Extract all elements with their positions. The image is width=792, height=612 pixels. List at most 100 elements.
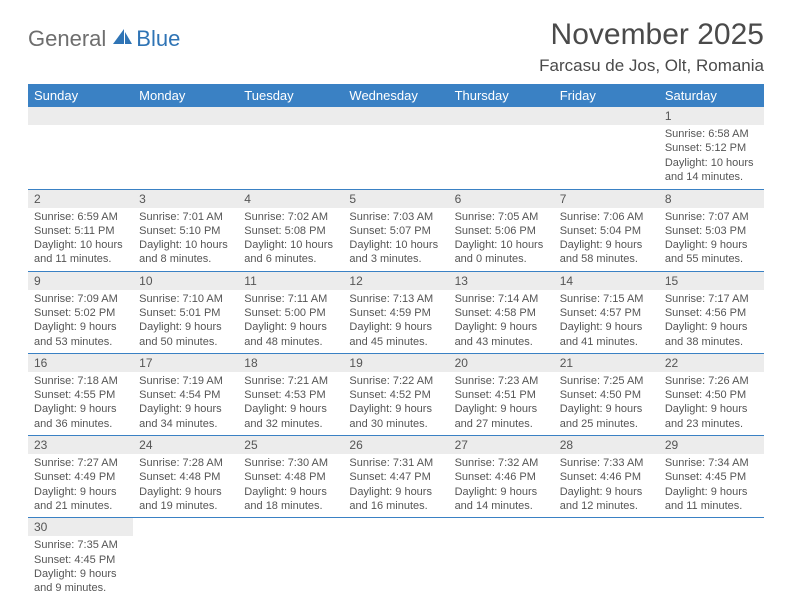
day-details: Sunrise: 7:35 AMSunset: 4:45 PMDaylight:… (28, 536, 133, 599)
day-cell: 19Sunrise: 7:22 AMSunset: 4:52 PMDayligh… (343, 353, 448, 435)
sunset-line: Sunset: 5:06 PM (455, 224, 548, 238)
sunset-line: Sunset: 5:02 PM (34, 306, 127, 320)
header: General Blue November 2025 Farcasu de Jo… (28, 18, 764, 76)
day-cell: 2Sunrise: 6:59 AMSunset: 5:11 PMDaylight… (28, 189, 133, 271)
month-title: November 2025 (539, 18, 764, 52)
sunset-line: Sunset: 5:12 PM (665, 141, 758, 155)
sunset-line: Sunset: 4:47 PM (349, 470, 442, 484)
empty-cell (449, 518, 554, 600)
blank-strip (238, 107, 343, 125)
day-cell: 14Sunrise: 7:15 AMSunset: 4:57 PMDayligh… (554, 271, 659, 353)
sunrise-line: Sunrise: 7:32 AM (455, 456, 548, 470)
sunrise-line: Sunrise: 7:01 AM (139, 210, 232, 224)
day-cell: 21Sunrise: 7:25 AMSunset: 4:50 PMDayligh… (554, 353, 659, 435)
sunrise-line: Sunrise: 7:34 AM (665, 456, 758, 470)
sunrise-line: Sunrise: 7:33 AM (560, 456, 653, 470)
title-block: November 2025 Farcasu de Jos, Olt, Roman… (539, 18, 764, 76)
sunset-line: Sunset: 4:53 PM (244, 388, 337, 402)
day-details: Sunrise: 7:07 AMSunset: 5:03 PMDaylight:… (659, 208, 764, 271)
daylight-line: Daylight: 9 hours and 25 minutes. (560, 402, 653, 431)
sunset-line: Sunset: 5:00 PM (244, 306, 337, 320)
empty-cell (238, 518, 343, 600)
daylight-line: Daylight: 10 hours and 0 minutes. (455, 238, 548, 267)
day-number: 8 (659, 190, 764, 208)
daylight-line: Daylight: 9 hours and 18 minutes. (244, 485, 337, 514)
daylight-line: Daylight: 9 hours and 23 minutes. (665, 402, 758, 431)
logo-sail-icon (110, 27, 134, 52)
day-number: 22 (659, 354, 764, 372)
day-details: Sunrise: 7:26 AMSunset: 4:50 PMDaylight:… (659, 372, 764, 435)
day-number: 16 (28, 354, 133, 372)
sunset-line: Sunset: 5:04 PM (560, 224, 653, 238)
sunset-line: Sunset: 4:48 PM (139, 470, 232, 484)
daylight-line: Daylight: 9 hours and 11 minutes. (665, 485, 758, 514)
empty-cell (133, 107, 238, 189)
sunrise-line: Sunrise: 7:10 AM (139, 292, 232, 306)
sunrise-line: Sunrise: 7:05 AM (455, 210, 548, 224)
sunrise-line: Sunrise: 7:18 AM (34, 374, 127, 388)
sunrise-line: Sunrise: 6:58 AM (665, 127, 758, 141)
sunrise-line: Sunrise: 7:13 AM (349, 292, 442, 306)
sunrise-line: Sunrise: 7:21 AM (244, 374, 337, 388)
day-number: 20 (449, 354, 554, 372)
day-number: 14 (554, 272, 659, 290)
day-cell: 11Sunrise: 7:11 AMSunset: 5:00 PMDayligh… (238, 271, 343, 353)
empty-cell (554, 107, 659, 189)
sunrise-line: Sunrise: 7:02 AM (244, 210, 337, 224)
daylight-line: Daylight: 9 hours and 55 minutes. (665, 238, 758, 267)
sunrise-line: Sunrise: 7:30 AM (244, 456, 337, 470)
sunrise-line: Sunrise: 7:19 AM (139, 374, 232, 388)
day-details: Sunrise: 7:11 AMSunset: 5:00 PMDaylight:… (238, 290, 343, 353)
day-number: 1 (659, 107, 764, 125)
day-cell: 3Sunrise: 7:01 AMSunset: 5:10 PMDaylight… (133, 189, 238, 271)
day-cell: 1Sunrise: 6:58 AMSunset: 5:12 PMDaylight… (659, 107, 764, 189)
empty-cell (659, 518, 764, 600)
weekday-header: Tuesday (238, 84, 343, 107)
day-details: Sunrise: 7:09 AMSunset: 5:02 PMDaylight:… (28, 290, 133, 353)
day-details: Sunrise: 7:05 AMSunset: 5:06 PMDaylight:… (449, 208, 554, 271)
calendar-head: SundayMondayTuesdayWednesdayThursdayFrid… (28, 84, 764, 107)
day-number: 13 (449, 272, 554, 290)
sunrise-line: Sunrise: 7:14 AM (455, 292, 548, 306)
day-cell: 22Sunrise: 7:26 AMSunset: 4:50 PMDayligh… (659, 353, 764, 435)
day-number: 3 (133, 190, 238, 208)
day-number: 29 (659, 436, 764, 454)
logo-text-blue: Blue (136, 26, 180, 52)
empty-cell (343, 518, 448, 600)
weekday-header: Friday (554, 84, 659, 107)
day-details: Sunrise: 7:19 AMSunset: 4:54 PMDaylight:… (133, 372, 238, 435)
calendar-row: 2Sunrise: 6:59 AMSunset: 5:11 PMDaylight… (28, 189, 764, 271)
blank-strip (554, 107, 659, 125)
sunrise-line: Sunrise: 7:22 AM (349, 374, 442, 388)
sunset-line: Sunset: 4:59 PM (349, 306, 442, 320)
sunset-line: Sunset: 4:54 PM (139, 388, 232, 402)
sunset-line: Sunset: 4:58 PM (455, 306, 548, 320)
daylight-line: Daylight: 10 hours and 3 minutes. (349, 238, 442, 267)
day-details: Sunrise: 7:23 AMSunset: 4:51 PMDaylight:… (449, 372, 554, 435)
day-cell: 29Sunrise: 7:34 AMSunset: 4:45 PMDayligh… (659, 436, 764, 518)
day-number: 27 (449, 436, 554, 454)
weekday-header: Monday (133, 84, 238, 107)
sunset-line: Sunset: 4:57 PM (560, 306, 653, 320)
day-cell: 25Sunrise: 7:30 AMSunset: 4:48 PMDayligh… (238, 436, 343, 518)
empty-cell (343, 107, 448, 189)
day-number: 24 (133, 436, 238, 454)
day-details: Sunrise: 7:33 AMSunset: 4:46 PMDaylight:… (554, 454, 659, 517)
blank-strip (343, 107, 448, 125)
day-cell: 17Sunrise: 7:19 AMSunset: 4:54 PMDayligh… (133, 353, 238, 435)
day-details: Sunrise: 7:10 AMSunset: 5:01 PMDaylight:… (133, 290, 238, 353)
daylight-line: Daylight: 9 hours and 16 minutes. (349, 485, 442, 514)
day-details: Sunrise: 7:34 AMSunset: 4:45 PMDaylight:… (659, 454, 764, 517)
weekday-header: Wednesday (343, 84, 448, 107)
day-number: 18 (238, 354, 343, 372)
sunset-line: Sunset: 4:48 PM (244, 470, 337, 484)
sunrise-line: Sunrise: 7:23 AM (455, 374, 548, 388)
day-cell: 20Sunrise: 7:23 AMSunset: 4:51 PMDayligh… (449, 353, 554, 435)
calendar-row: 1Sunrise: 6:58 AMSunset: 5:12 PMDaylight… (28, 107, 764, 189)
sunrise-line: Sunrise: 7:07 AM (665, 210, 758, 224)
day-details: Sunrise: 7:32 AMSunset: 4:46 PMDaylight:… (449, 454, 554, 517)
day-number: 30 (28, 518, 133, 536)
day-details: Sunrise: 7:17 AMSunset: 4:56 PMDaylight:… (659, 290, 764, 353)
day-details: Sunrise: 7:27 AMSunset: 4:49 PMDaylight:… (28, 454, 133, 517)
daylight-line: Daylight: 9 hours and 48 minutes. (244, 320, 337, 349)
